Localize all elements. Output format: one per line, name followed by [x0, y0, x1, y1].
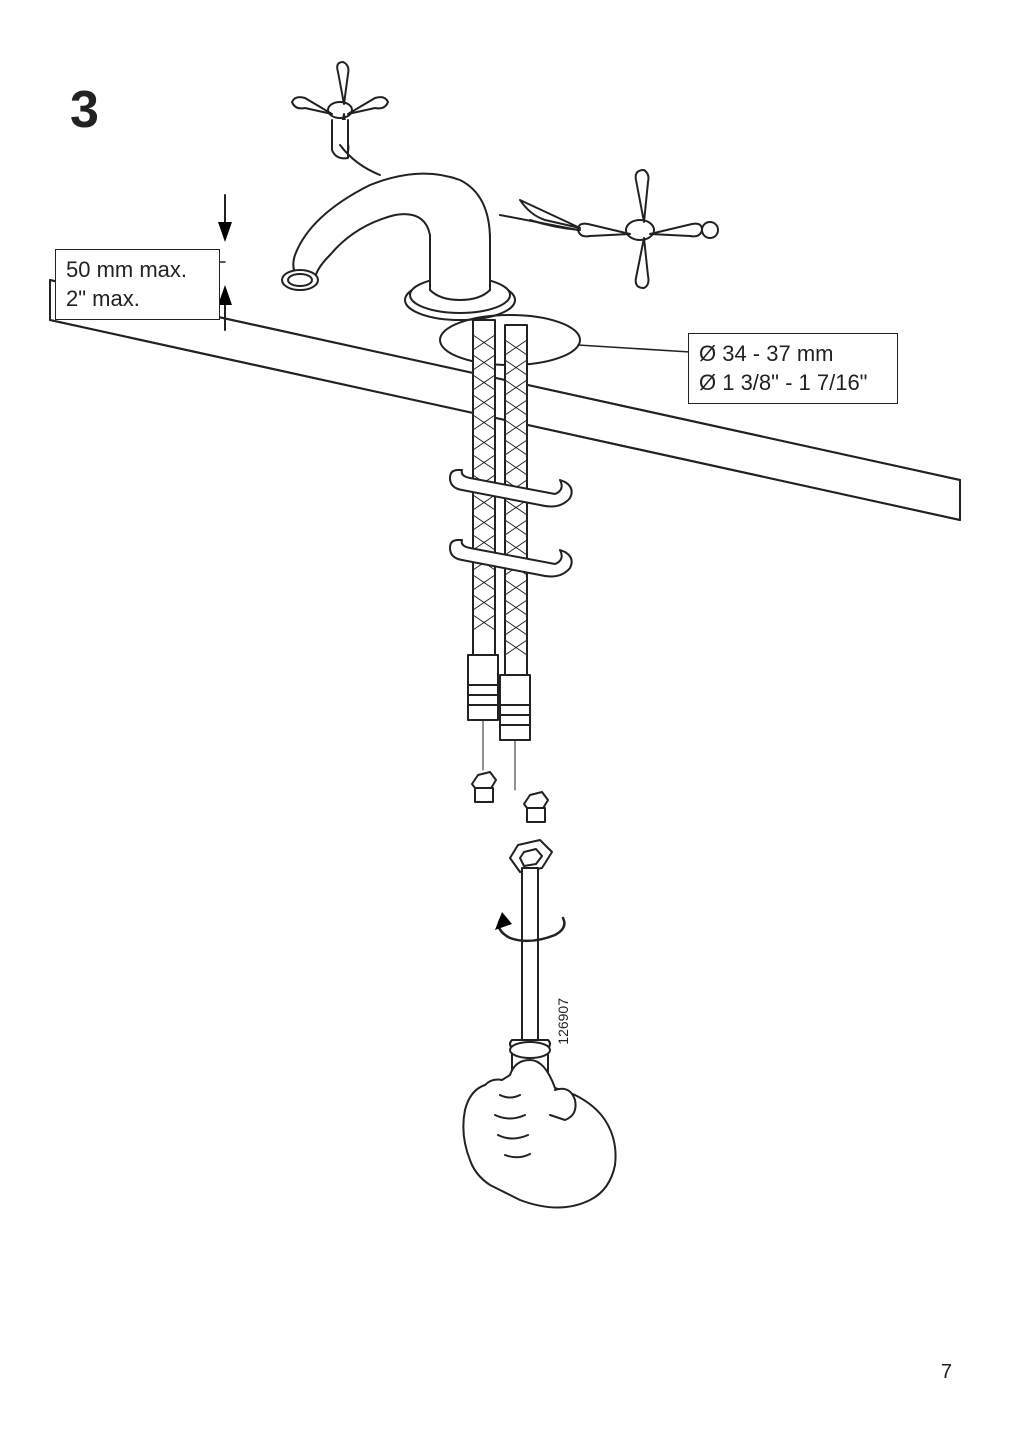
page-number: 7 [941, 1361, 952, 1384]
instruction-diagram [0, 0, 1012, 1432]
step-number: 3 [70, 80, 99, 140]
thickness-label: 50 mm max. 2" max. [55, 249, 220, 320]
diameter-mm: Ø 34 - 37 mm [699, 340, 887, 369]
diameter-label: Ø 34 - 37 mm Ø 1 3/8" - 1 7/16" [688, 333, 898, 404]
thickness-inch: 2" max. [66, 285, 209, 314]
thickness-mm: 50 mm max. [66, 256, 209, 285]
diameter-inch: Ø 1 3/8" - 1 7/16" [699, 369, 887, 398]
tool-part-number: 126907 [555, 998, 571, 1045]
